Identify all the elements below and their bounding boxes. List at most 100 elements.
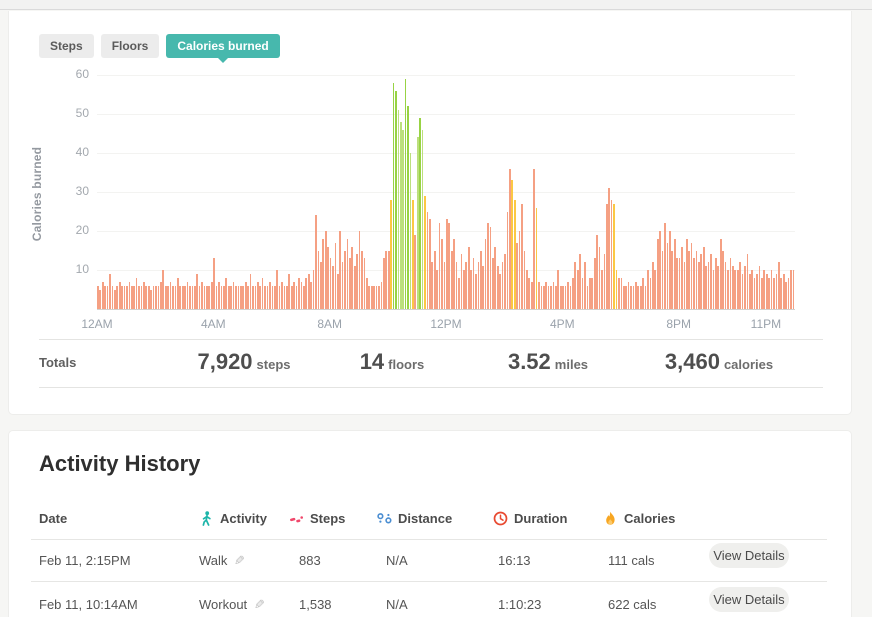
chart-bar <box>639 285 642 309</box>
chart-bar <box>172 285 174 309</box>
row-steps: 1,538 <box>299 597 332 612</box>
edit-pencil-icon[interactable]: ✎ <box>234 553 246 568</box>
chart-bar <box>700 254 703 309</box>
chart-bar <box>181 285 184 309</box>
tab-calories-burned[interactable]: Calories burned <box>166 34 280 63</box>
chart-bar <box>336 273 339 309</box>
col-header-distance-label: Distance <box>398 511 453 526</box>
chart-bar <box>654 270 657 309</box>
flame-icon <box>606 511 615 525</box>
chart-bar <box>261 277 264 309</box>
chart-bar <box>494 246 497 309</box>
chart-bar <box>579 254 581 309</box>
chart-bar <box>244 281 247 309</box>
activity-history-title: Activity History <box>39 451 201 476</box>
chart-bar <box>252 285 254 309</box>
chart-bar <box>513 199 516 309</box>
chart-bar <box>155 285 157 309</box>
chart-bar <box>106 285 109 309</box>
chart-bar <box>412 199 414 309</box>
chart-bar <box>395 90 397 309</box>
chart-bar <box>530 281 533 309</box>
x-tick-label: 12PM <box>430 317 462 331</box>
row-duration: 16:13 <box>498 553 531 568</box>
chart-bar <box>424 195 426 309</box>
chart-bar <box>375 285 378 309</box>
chart-bar <box>351 246 354 309</box>
total-steps: 7,920 steps <box>197 349 290 375</box>
chart-bar <box>596 234 598 309</box>
page-top-band <box>0 0 872 10</box>
chart-bar <box>295 285 298 309</box>
chart-bar <box>334 242 337 309</box>
chart-bar <box>693 258 695 309</box>
chart-bar <box>235 285 237 309</box>
activity-history-card: Activity History Date Activity Steps Dis… <box>8 430 852 617</box>
col-header-date-label: Date <box>39 511 68 526</box>
clock-icon <box>493 511 508 526</box>
chart-bar <box>632 285 635 309</box>
x-tick-label: 12AM <box>81 317 113 331</box>
chart-bar <box>625 285 628 309</box>
chart-bar <box>366 277 368 309</box>
edit-pencil-icon[interactable]: ✎ <box>254 597 266 612</box>
chart-bar <box>528 277 531 309</box>
chart-bar <box>290 285 293 309</box>
chart-bar <box>482 266 485 309</box>
chart-bar <box>731 266 734 309</box>
chart-bar <box>477 262 480 309</box>
chart-bar <box>276 270 279 309</box>
chart-bar <box>317 250 320 309</box>
chart-bar <box>419 117 422 309</box>
col-header-steps-label: Steps <box>310 511 346 526</box>
chart-bar <box>484 238 487 309</box>
chart-bar <box>104 285 106 309</box>
tab-floors[interactable]: Floors <box>100 34 160 58</box>
chart-bar <box>167 285 169 309</box>
chart-bar <box>601 270 603 309</box>
chart-bar <box>487 223 489 309</box>
chart-bar <box>652 262 654 309</box>
chart-bar <box>598 246 601 309</box>
y-tick-label: 10 <box>75 262 89 276</box>
view-details-button[interactable]: View Details <box>709 543 789 568</box>
chart-bar <box>373 285 375 309</box>
chart-bar <box>489 227 492 309</box>
chart-bar <box>644 285 647 309</box>
chart-bar <box>242 285 245 309</box>
chart-bar <box>557 270 560 309</box>
row-distance: N/A <box>386 553 408 568</box>
chart-bar <box>266 285 269 309</box>
chart-bar <box>399 121 402 309</box>
chart-bar <box>635 281 637 309</box>
chart-bar <box>404 78 407 309</box>
chart-bar <box>116 285 119 309</box>
chart-bar <box>341 262 344 309</box>
chart-bar <box>443 262 446 309</box>
row-calories: 111 cals <box>608 553 655 568</box>
chart-bar <box>150 289 152 309</box>
chart-bar <box>164 285 167 309</box>
y-tick-label: 60 <box>75 67 89 81</box>
chart-bar <box>143 281 145 309</box>
chart-gridline <box>97 75 795 76</box>
chart-bar <box>298 277 300 309</box>
chart-bar <box>470 270 472 309</box>
chart-gridline <box>97 153 795 154</box>
chart-bar <box>785 281 787 309</box>
chart-bar <box>101 281 104 309</box>
row-duration: 1:10:23 <box>498 597 542 612</box>
view-details-button[interactable]: View Details <box>709 587 789 612</box>
chart-bar <box>97 285 99 309</box>
chart-bar <box>438 223 441 309</box>
tab-steps[interactable]: Steps <box>39 34 94 58</box>
y-tick-label: 50 <box>75 106 89 120</box>
chart-bar <box>380 281 383 309</box>
chart-bar <box>283 285 286 309</box>
chart-bar <box>138 285 140 309</box>
chart-bar <box>327 246 329 309</box>
chart-bar <box>664 223 666 309</box>
chart-bar <box>397 110 400 309</box>
chart-bar <box>315 215 317 309</box>
chart-bar <box>496 266 499 309</box>
